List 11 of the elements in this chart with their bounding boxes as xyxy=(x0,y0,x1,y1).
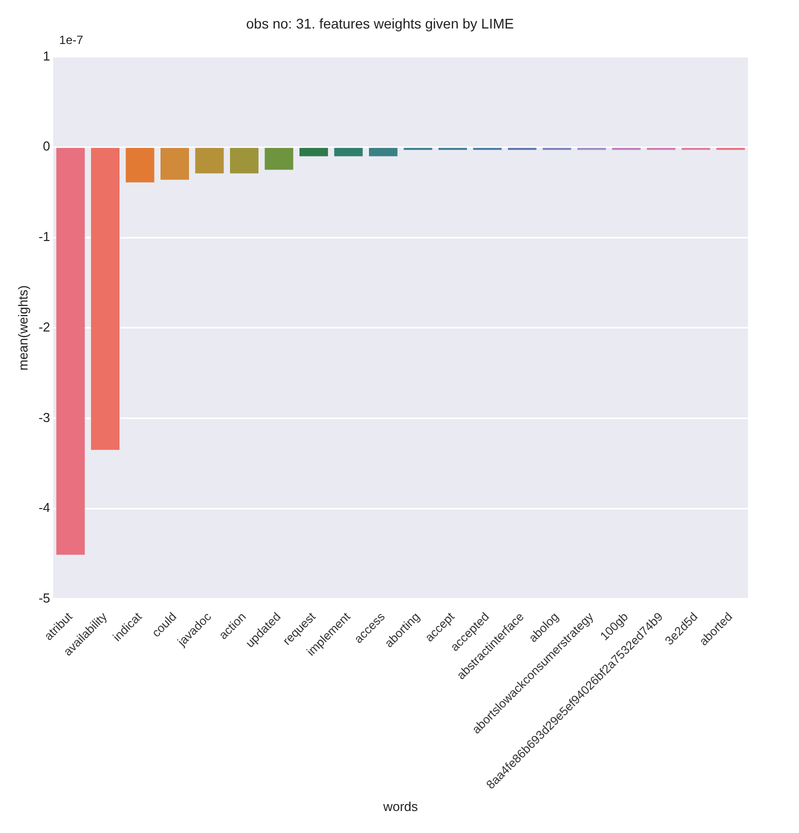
y-tick-label: -5 xyxy=(38,590,50,606)
y-axis-title: mean(weights) xyxy=(15,285,30,371)
text: 1e-7 xyxy=(59,33,84,48)
y-tick-label: -3 xyxy=(38,410,50,425)
chart-title: obs no: 31. features weights given by LIME xyxy=(246,15,514,32)
y-tick-label: -4 xyxy=(38,500,50,516)
y-tick-label: 1 xyxy=(42,48,50,64)
x-axis-title: words xyxy=(382,798,418,814)
y-tick-label: -1 xyxy=(38,229,50,244)
y-tick-label: -2 xyxy=(38,319,50,334)
y-tick-label: 0 xyxy=(42,138,50,154)
